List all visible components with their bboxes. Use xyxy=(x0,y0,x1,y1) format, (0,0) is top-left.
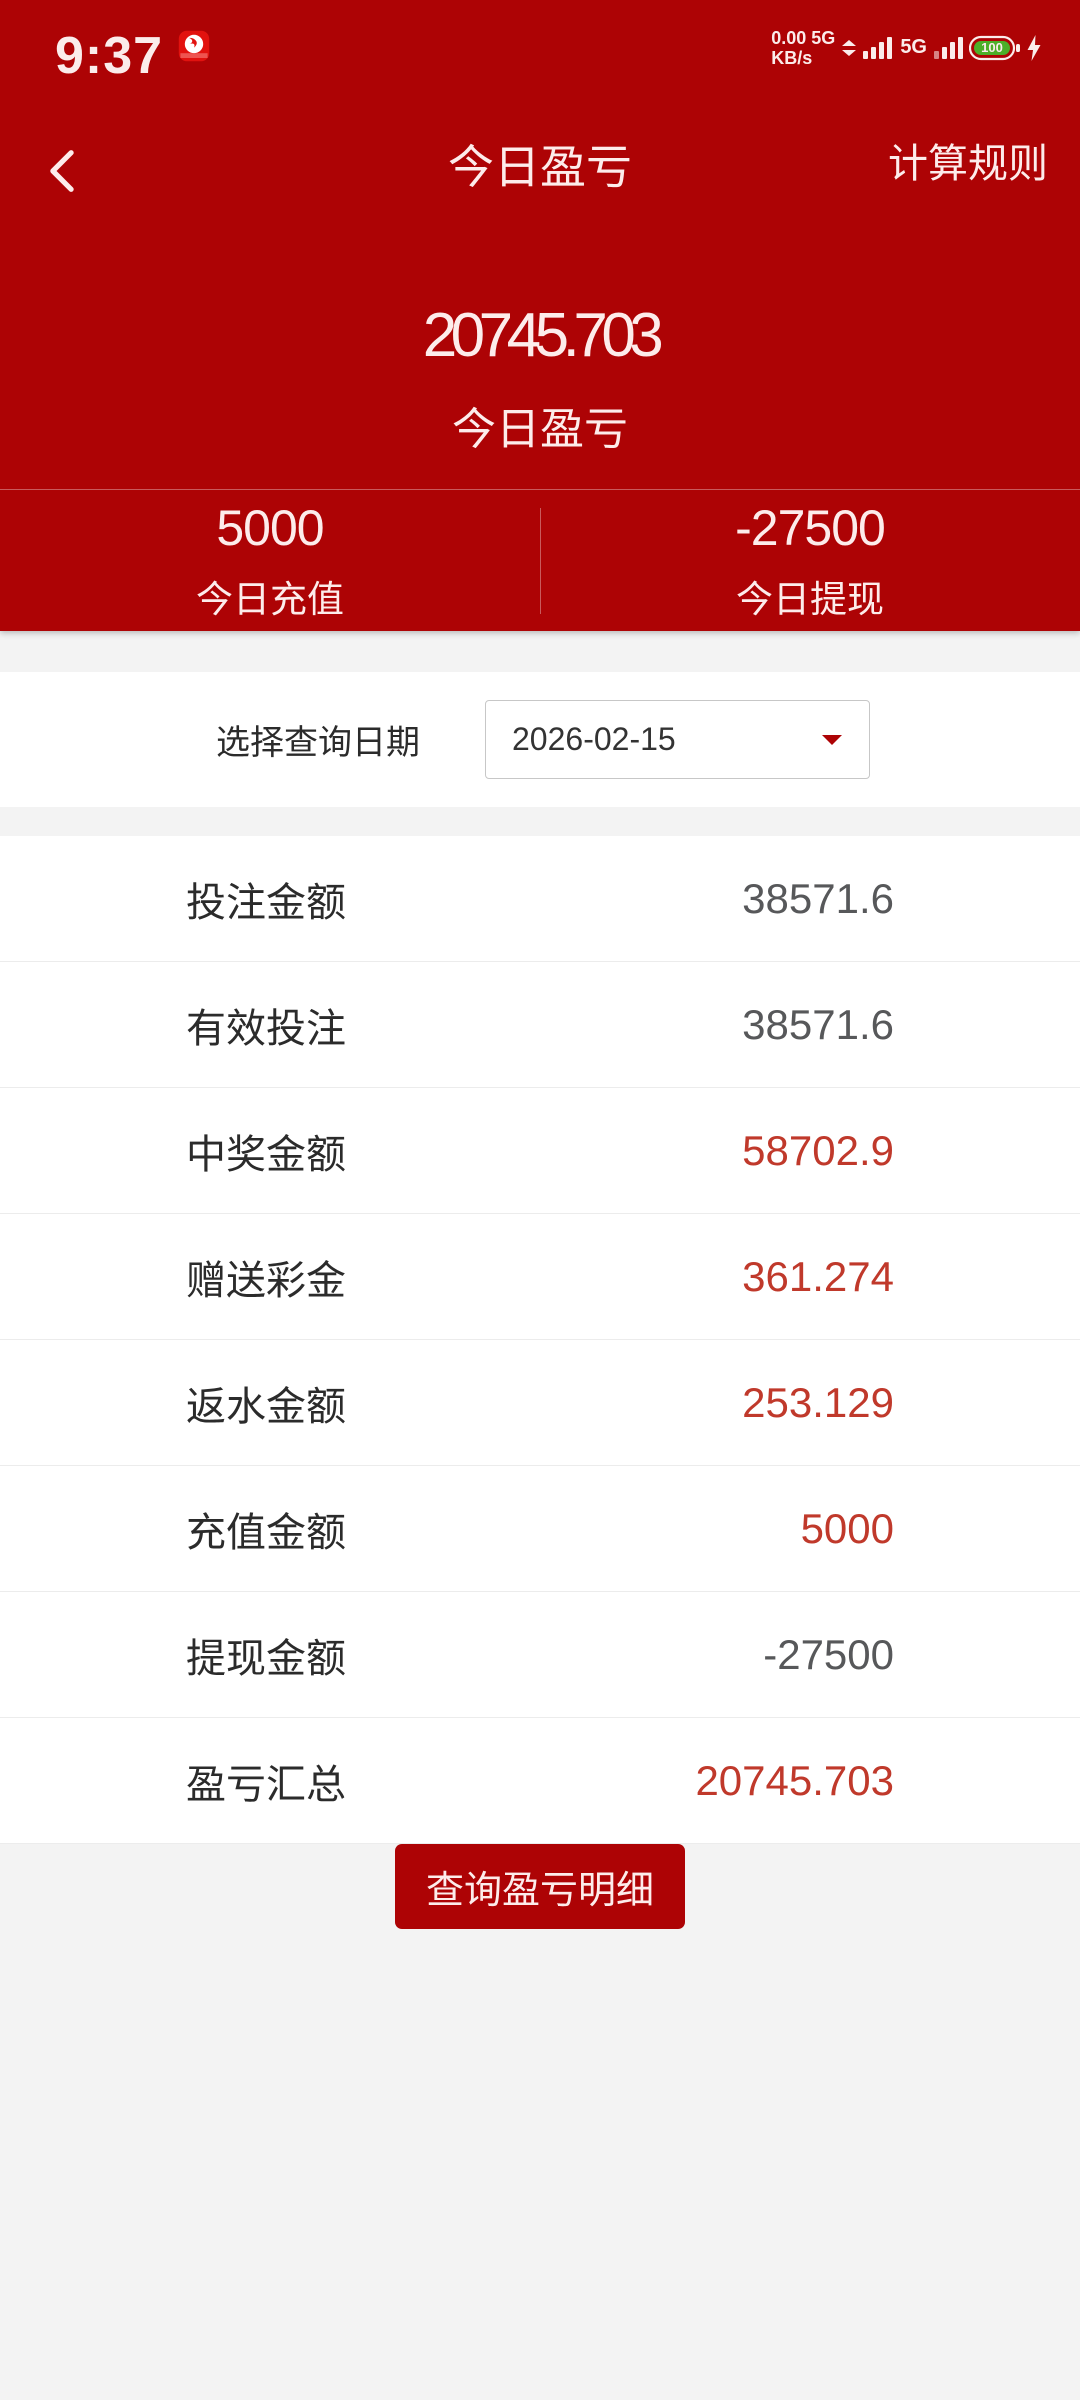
svg-text:100: 100 xyxy=(981,40,1003,55)
